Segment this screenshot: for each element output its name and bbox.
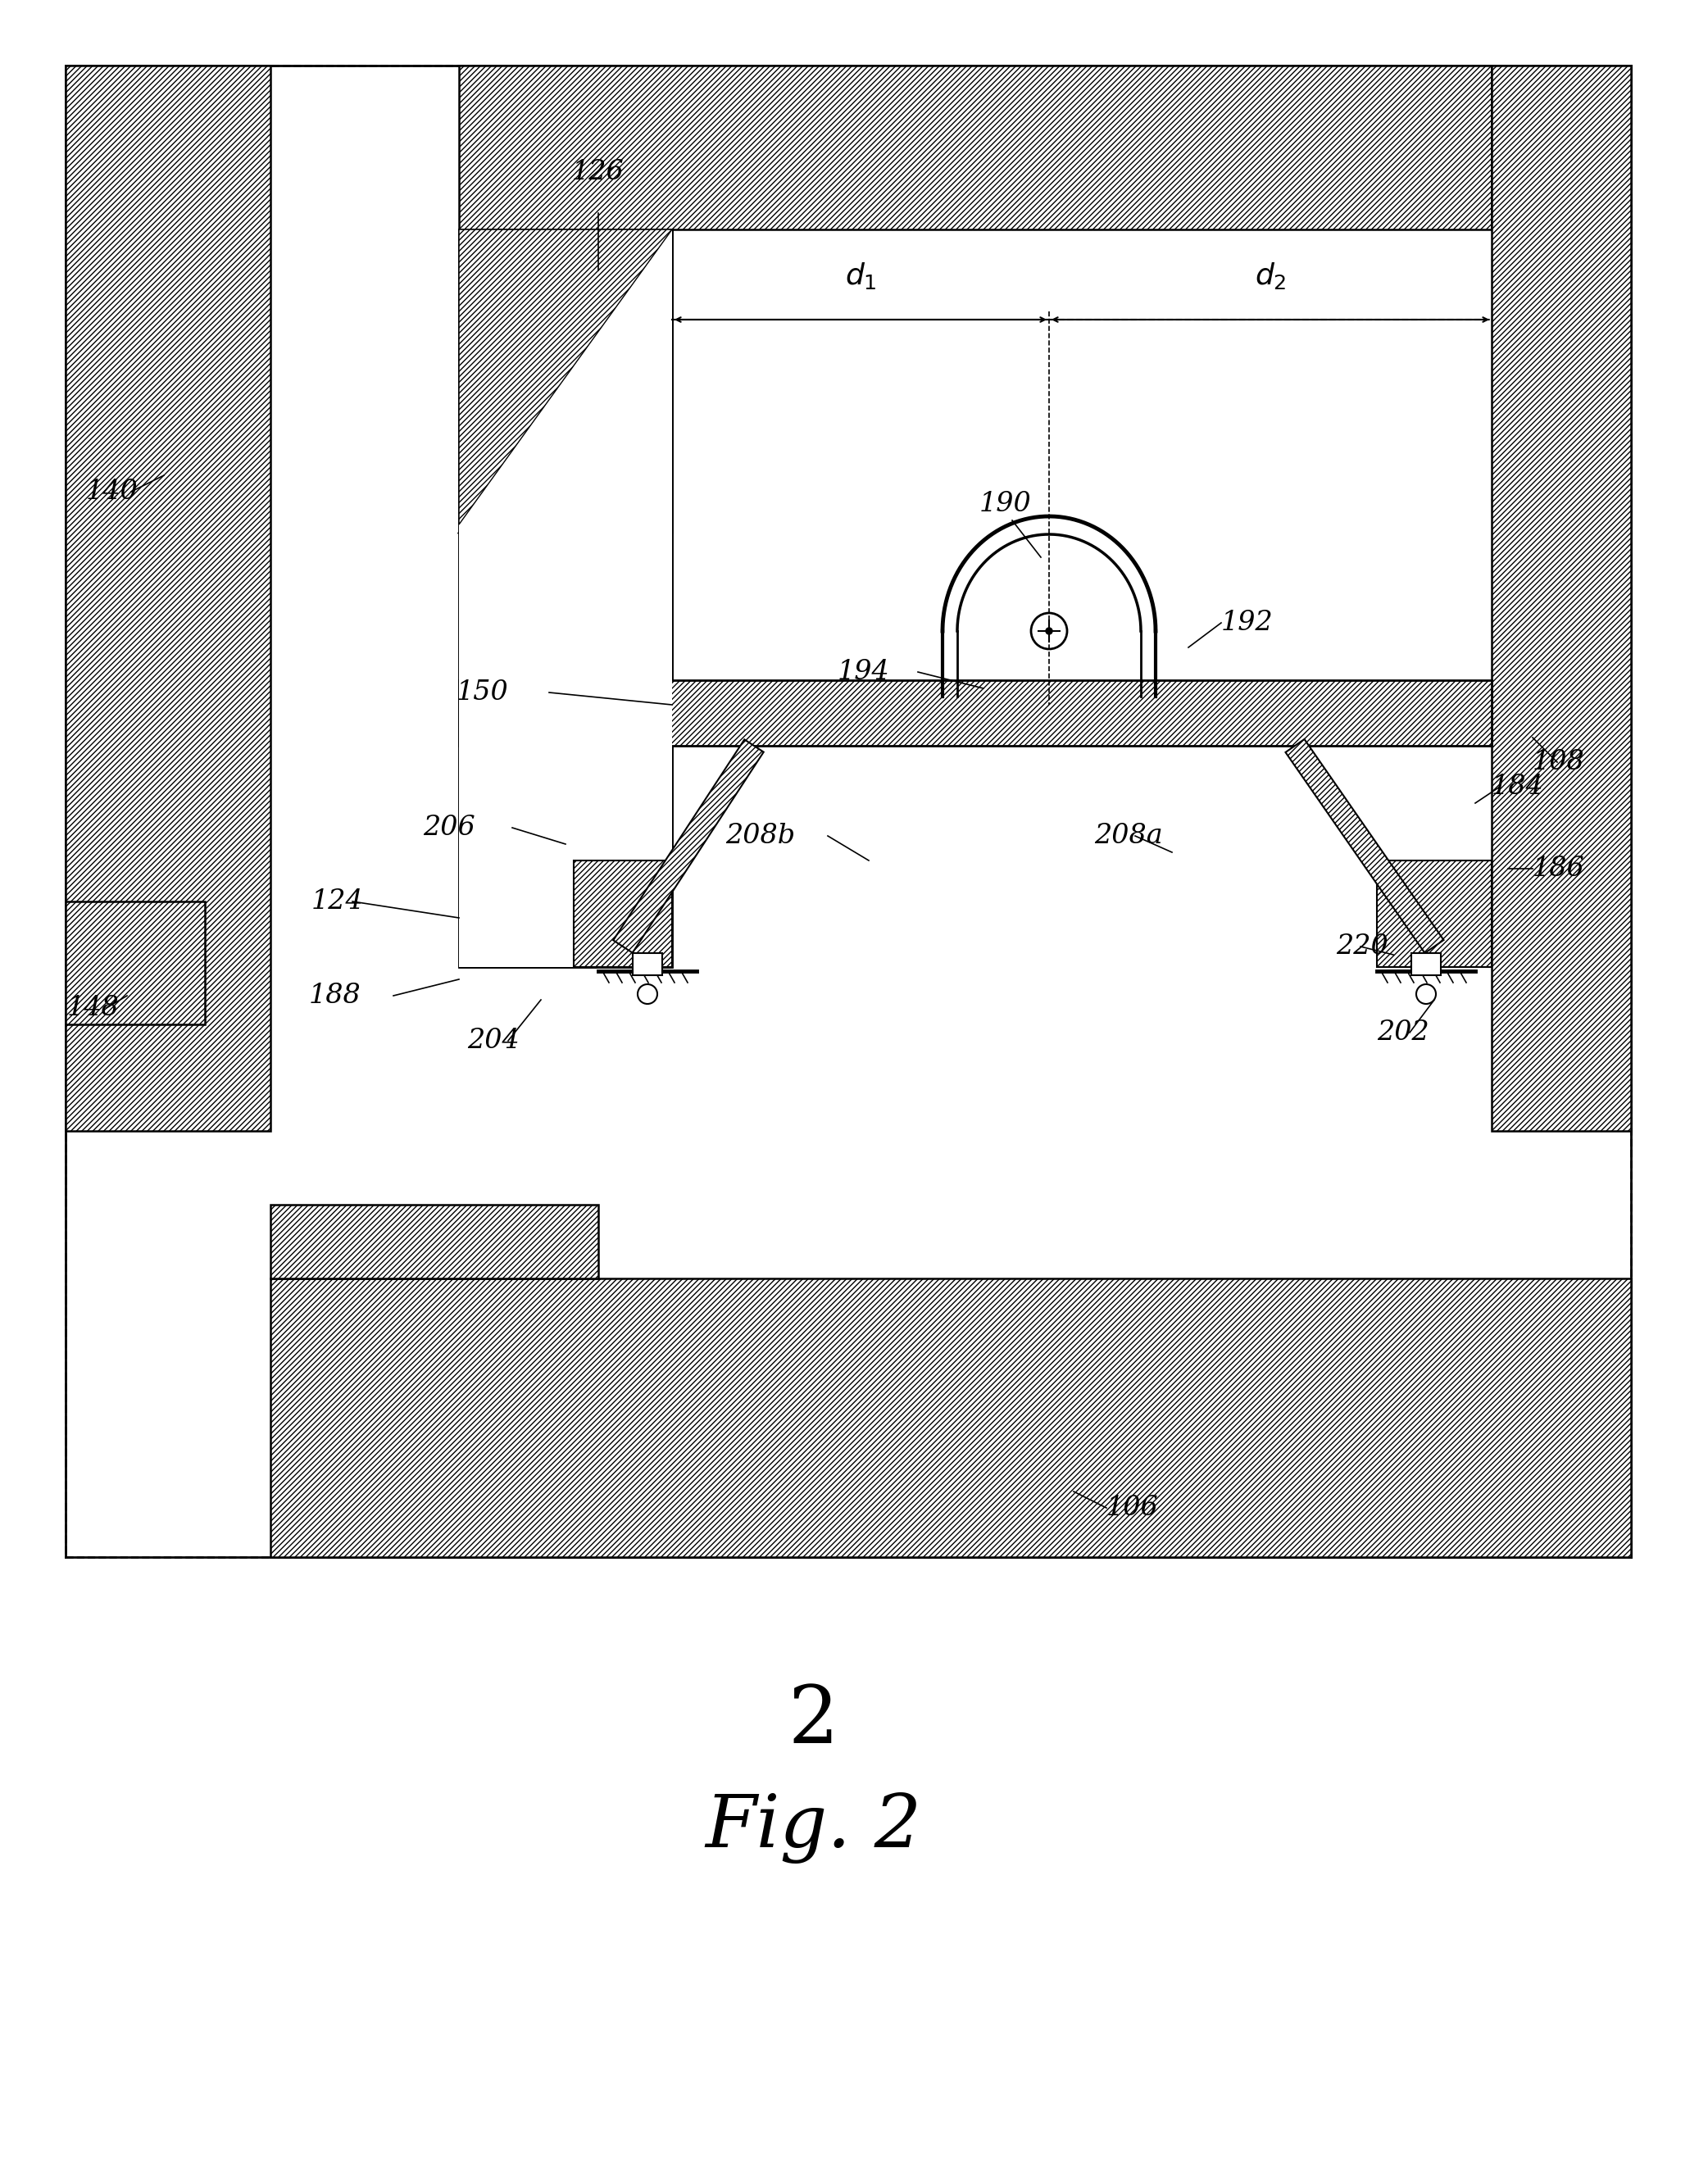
Text: 208b: 208b — [726, 823, 794, 850]
Polygon shape — [459, 679, 1491, 745]
Polygon shape — [1286, 738, 1443, 952]
Text: 106: 106 — [1107, 1494, 1158, 1520]
Text: 186: 186 — [1532, 856, 1585, 882]
Polygon shape — [613, 740, 763, 952]
Text: 108: 108 — [1532, 749, 1585, 775]
Polygon shape — [65, 66, 270, 1131]
Text: $d_1$: $d_1$ — [845, 260, 876, 290]
Polygon shape — [459, 229, 671, 968]
Polygon shape — [65, 902, 205, 1024]
Text: 124: 124 — [311, 889, 364, 915]
Circle shape — [637, 985, 658, 1005]
Text: 188: 188 — [309, 983, 360, 1009]
Text: 148: 148 — [67, 996, 120, 1022]
Text: 194: 194 — [837, 660, 890, 686]
Polygon shape — [671, 229, 1491, 679]
Text: 190: 190 — [979, 491, 1032, 518]
Polygon shape — [671, 745, 1491, 1278]
Text: 208a: 208a — [1095, 823, 1163, 850]
Polygon shape — [459, 229, 671, 524]
Circle shape — [1045, 627, 1052, 633]
Text: 184: 184 — [1491, 773, 1544, 799]
Polygon shape — [574, 860, 671, 968]
Polygon shape — [1377, 860, 1491, 968]
Polygon shape — [270, 1206, 598, 1278]
Text: 202: 202 — [1377, 1020, 1430, 1046]
Polygon shape — [270, 1278, 1631, 1557]
Text: 220: 220 — [1336, 933, 1389, 959]
Polygon shape — [459, 229, 671, 968]
Polygon shape — [632, 952, 663, 976]
Polygon shape — [1411, 952, 1442, 976]
Text: Fig. 2: Fig. 2 — [705, 1791, 921, 1863]
Text: 2: 2 — [787, 1682, 839, 1760]
Polygon shape — [270, 745, 671, 1206]
Text: 126: 126 — [572, 159, 625, 186]
Text: 206: 206 — [424, 815, 475, 841]
Polygon shape — [1491, 66, 1631, 1131]
Text: 140: 140 — [85, 478, 138, 505]
Circle shape — [1032, 614, 1068, 649]
Polygon shape — [459, 66, 1491, 229]
Text: 204: 204 — [468, 1029, 519, 1055]
Polygon shape — [459, 229, 671, 533]
Text: $d_2$: $d_2$ — [1255, 260, 1286, 290]
Text: 150: 150 — [456, 679, 509, 705]
Circle shape — [1416, 985, 1436, 1005]
Text: 192: 192 — [1221, 609, 1274, 636]
Polygon shape — [459, 229, 671, 968]
Bar — [65, 66, 1631, 1557]
